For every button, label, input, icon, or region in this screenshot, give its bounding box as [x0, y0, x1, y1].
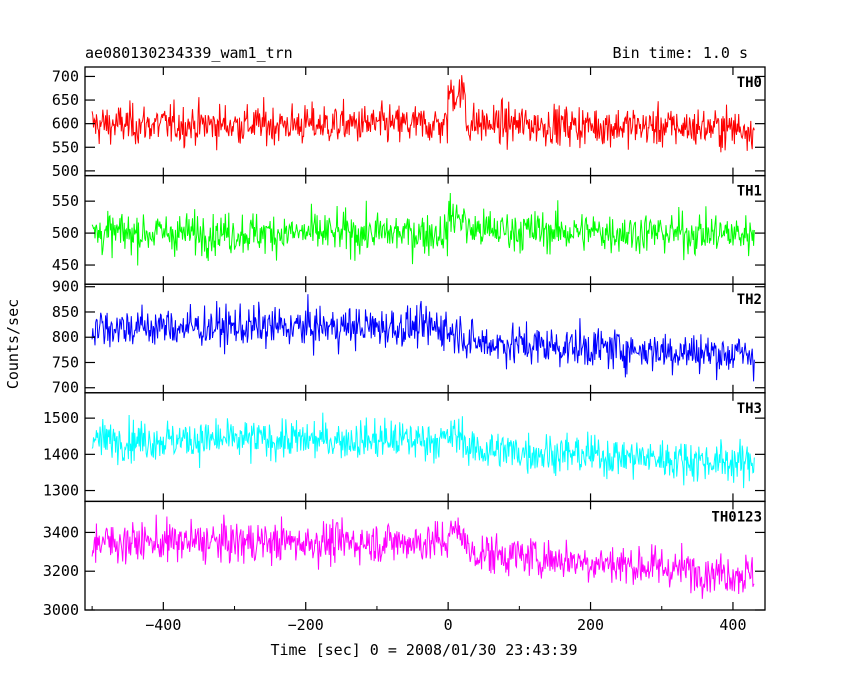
y-tick-label: 700: [52, 379, 79, 397]
panel-label-th0: TH0: [737, 75, 762, 91]
y-tick-label: 3200: [43, 562, 79, 580]
x-tick-label: 400: [719, 616, 746, 634]
y-tick-label: 700: [52, 67, 79, 85]
x-tick-label: 200: [577, 616, 604, 634]
series-line-th2: [91, 294, 755, 382]
y-tick-label: 800: [52, 328, 79, 346]
series-line-th0123: [91, 514, 755, 599]
y-tick-label: 1500: [43, 409, 79, 427]
series-line-th3: [91, 412, 755, 489]
x-axis-label: Time [sec] 0 = 2008/01/30 23:43:39: [270, 641, 577, 659]
y-tick-label: 3400: [43, 523, 79, 541]
y-tick-label: 850: [52, 303, 79, 321]
x-tick-label: 0: [444, 616, 453, 634]
y-tick-label: 450: [52, 256, 79, 274]
y-tick-label: 500: [52, 224, 79, 242]
x-tick-label: −400: [145, 616, 181, 634]
y-tick-label: 650: [52, 91, 79, 109]
y-tick-label: 750: [52, 353, 79, 371]
y-tick-label: 600: [52, 115, 79, 133]
y-tick-label: 550: [52, 192, 79, 210]
bin-time-label: Bin time: 1.0 s: [612, 44, 748, 62]
y-tick-label: 500: [52, 162, 79, 180]
panel-label-th2: TH2: [737, 292, 762, 308]
series-line-th1: [91, 192, 755, 266]
y-axis-label: Counts/sec: [4, 299, 22, 389]
y-tick-label: 900: [52, 278, 79, 296]
series-line-th0: [91, 75, 755, 153]
x-tick-label: −200: [288, 616, 324, 634]
panel-label-th1: TH1: [737, 184, 762, 200]
y-tick-label: 3000: [43, 601, 79, 619]
panel-label-th0123: TH0123: [711, 509, 762, 525]
y-tick-label: 1300: [43, 482, 79, 500]
chart-title: ae080130234339_wam1_trn: [85, 44, 293, 62]
panel-frame: [84, 500, 766, 611]
panels-group: 500 550 600 650 700 TH0 450 500 550 TH1 700 750 800 8…: [43, 66, 766, 634]
y-tick-label: 1400: [43, 445, 79, 463]
panel-label-th3: TH3: [737, 401, 762, 417]
y-tick-label: 550: [52, 138, 79, 156]
